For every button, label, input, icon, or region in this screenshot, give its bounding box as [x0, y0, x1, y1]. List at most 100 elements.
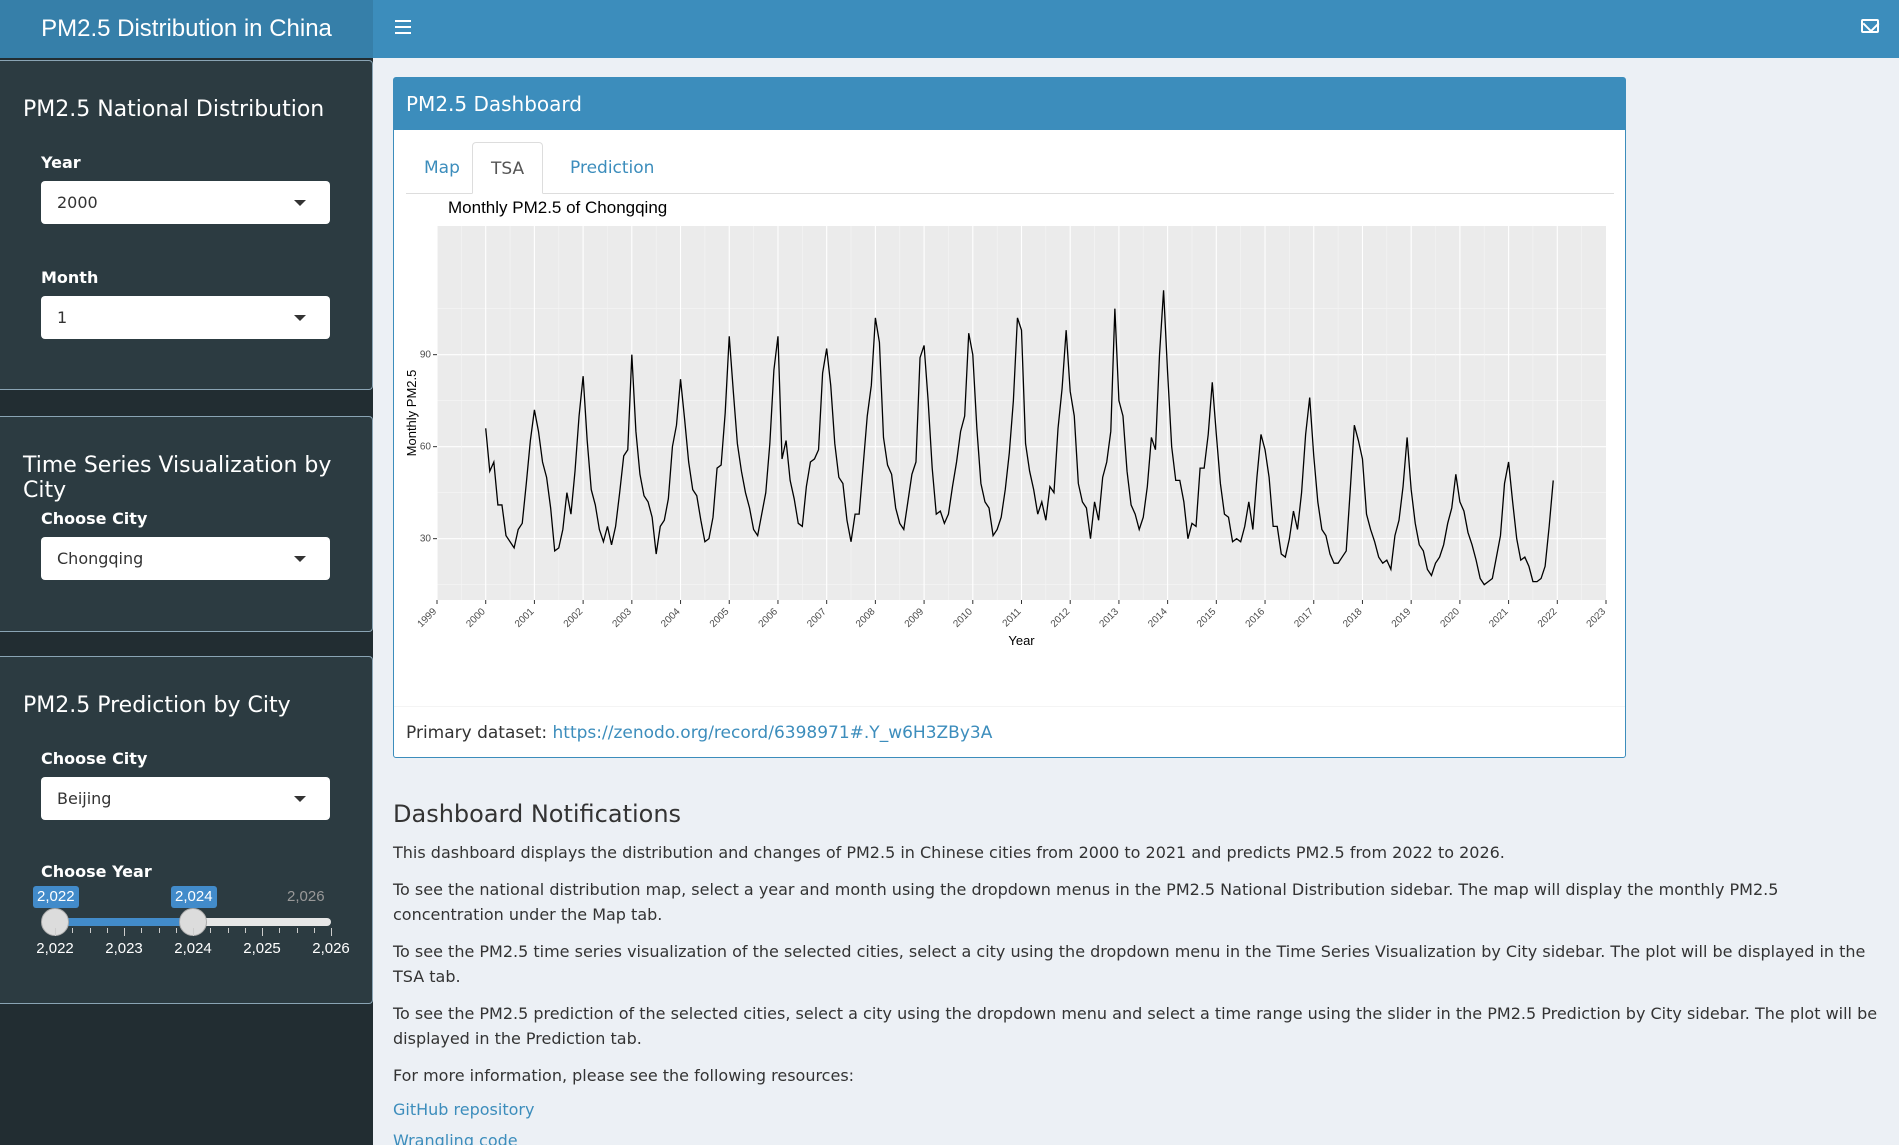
x-tick-label: 2003: [610, 606, 634, 630]
x-tick-label: 1999: [416, 606, 440, 630]
slider-tick: [227, 928, 229, 933]
slider-tick-label: 2,026: [312, 940, 350, 957]
x-tick-label: 2006: [757, 606, 781, 630]
notification-paragraph: To see the PM2.5 time series visualizati…: [393, 942, 1866, 986]
x-tick-label: 2001: [513, 606, 537, 630]
slider-tick: [210, 928, 212, 933]
dashboard-notifications: Dashboard Notifications This dashboard d…: [393, 800, 1883, 1145]
choose-city-label: Choose City: [41, 749, 148, 768]
month-label: Month: [41, 268, 99, 287]
y-tick-label: 30: [420, 534, 432, 545]
slider-tick: [244, 928, 246, 933]
panel-title: Time Series Visualization by City: [23, 453, 332, 503]
x-tick-label: 2019: [1390, 606, 1414, 630]
slider-tick: [158, 928, 160, 933]
chart-title: Monthly PM2.5 of Chongqing: [448, 198, 668, 217]
pm25-series-line: [485, 290, 1554, 586]
x-tick-label: 2004: [659, 606, 683, 630]
x-tick-label: 2005: [708, 606, 732, 630]
dataset-link[interactable]: https://zenodo.org/record/6398971#.Y_w6H…: [552, 723, 993, 743]
app-logo-title[interactable]: PM2.5 Distribution in China: [0, 0, 373, 58]
tab-tsa[interactable]: TSA: [472, 142, 544, 194]
y-tick-label: 90: [420, 350, 432, 361]
slider-tick: [331, 928, 332, 936]
year-label: Year: [41, 153, 81, 172]
slider-tick: [89, 928, 91, 933]
x-tick-label: 2000: [464, 606, 488, 630]
tab-map[interactable]: Map: [424, 158, 460, 178]
slider-tick: [124, 928, 125, 936]
x-tick-label: 2007: [805, 606, 829, 630]
slider-tick: [262, 928, 263, 936]
dashboard-box: PM2.5 Dashboard Map TSA Prediction Month…: [393, 77, 1626, 758]
chevron-down-icon: [294, 200, 306, 206]
prediction-city-select[interactable]: Beijing: [41, 777, 330, 820]
mail-icon[interactable]: [1861, 19, 1879, 33]
slider-tick: [55, 928, 56, 936]
prediction-city-select-value: Beijing: [57, 789, 112, 808]
tab-prediction[interactable]: Prediction: [570, 158, 655, 178]
x-tick-label: 2023: [1585, 606, 1609, 630]
slider-tick: [193, 928, 194, 936]
notification-paragraph: To see the national distribution map, se…: [393, 880, 1779, 924]
prediction-panel: PM2.5 Prediction by City Choose City Bei…: [0, 656, 373, 1004]
tab-bar: Map TSA Prediction: [406, 142, 1614, 194]
x-tick-label: 2013: [1098, 606, 1122, 630]
x-tick-label: 2014: [1146, 606, 1170, 630]
x-tick-label: 2016: [1244, 606, 1268, 630]
chevron-down-icon: [294, 315, 306, 321]
notification-paragraph: This dashboard displays the distribution…: [393, 843, 1505, 862]
x-tick-label: 2008: [854, 606, 878, 630]
chevron-down-icon: [294, 796, 306, 802]
choose-city-label: Choose City: [41, 509, 148, 528]
slider-tick: [313, 928, 315, 933]
top-navbar: [373, 0, 1899, 58]
x-tick-label: 2012: [1049, 606, 1073, 630]
box-title: PM2.5 Dashboard: [394, 78, 1625, 130]
x-tick-label: 2011: [1001, 606, 1024, 629]
x-axis-label: Year: [1008, 633, 1035, 648]
notification-paragraph: For more information, please see the fol…: [393, 1066, 855, 1085]
wrangling-code-link[interactable]: Wrangling code: [393, 1131, 518, 1145]
month-select[interactable]: 1: [41, 296, 330, 339]
dataset-label: Primary dataset:: [406, 723, 553, 743]
slider-tick-label: 2,023: [105, 940, 143, 957]
x-tick-label: 2020: [1438, 606, 1462, 630]
x-tick-label: 2009: [903, 606, 927, 630]
year-select[interactable]: 2000: [41, 181, 330, 224]
slider-tick: [141, 928, 143, 933]
national-distribution-panel: PM2.5 National Distribution Year 2000 Mo…: [0, 60, 373, 390]
chevron-down-icon: [294, 556, 306, 562]
x-tick-label: 2018: [1341, 606, 1365, 630]
pm25-line-chart: 30 60 90 1999 2000 2001 2002 2003 2004 2005 2006 20…: [404, 226, 1609, 648]
slider-max-label: 2,026: [287, 888, 325, 905]
x-tick-label: 2022: [1536, 606, 1560, 630]
sidebar-toggle-icon[interactable]: [391, 16, 415, 40]
slider-tick: [296, 928, 298, 933]
tsa-city-select-value: Chongqing: [57, 549, 144, 568]
tsa-city-select[interactable]: Chongqing: [41, 537, 330, 580]
slider-tick-label: 2,024: [174, 940, 212, 957]
slider-selected-range: [55, 918, 193, 926]
x-tick-label: 2021: [1487, 606, 1511, 630]
y-tick-label: 60: [420, 442, 432, 453]
choose-year-label: Choose Year: [41, 862, 152, 881]
slider-tick-label: 2,022: [36, 940, 74, 957]
box-footer: Primary dataset: https://zenodo.org/reco…: [394, 706, 1625, 758]
slider-to-label: 2,024: [171, 886, 217, 908]
slider-tick: [72, 928, 74, 933]
panel-title: PM2.5 National Distribution: [23, 97, 325, 122]
notification-paragraph: To see the PM2.5 prediction of the selec…: [393, 1004, 1878, 1048]
slider-from-label: 2,022: [33, 886, 79, 908]
y-axis-label: Monthly PM2.5: [404, 370, 419, 457]
x-tick-label: 2017: [1292, 606, 1316, 630]
slider-tick: [106, 928, 108, 933]
panel-title: PM2.5 Prediction by City: [23, 693, 291, 718]
x-tick-label: 2010: [951, 606, 975, 630]
slider-tick-label: 2,025: [243, 940, 281, 957]
x-tick-label: 2002: [562, 606, 586, 630]
github-repository-link[interactable]: GitHub repository: [393, 1100, 535, 1119]
slider-tick: [175, 928, 177, 933]
x-tick-label: 2015: [1195, 606, 1219, 630]
time-series-panel: Time Series Visualization by City Choose…: [0, 416, 373, 632]
